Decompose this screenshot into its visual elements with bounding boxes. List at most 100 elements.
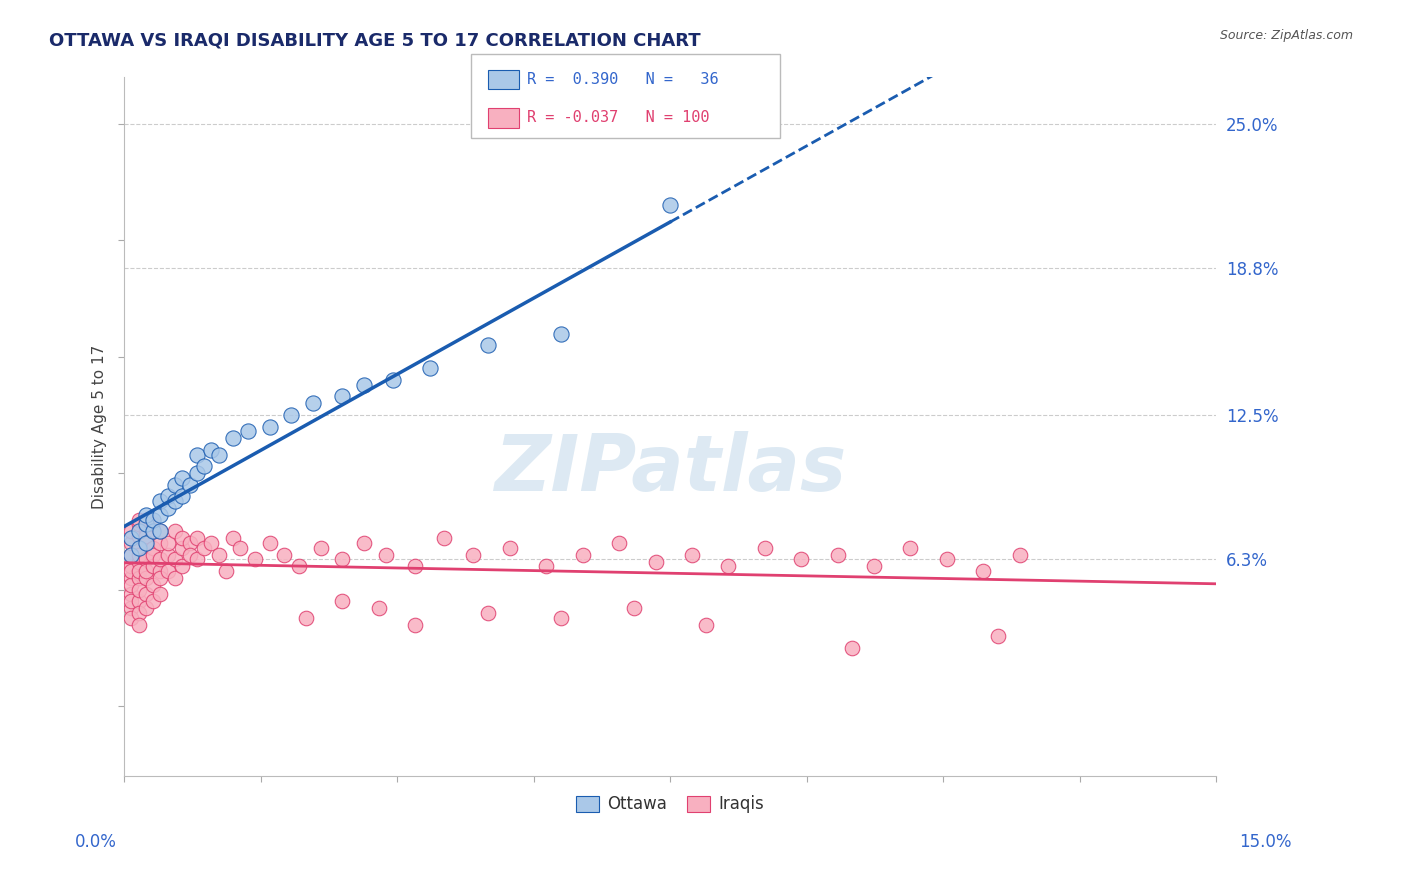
Point: [128, 594, 150, 608]
Point: [149, 524, 172, 539]
Point: [208, 448, 231, 462]
Point: [972, 564, 994, 578]
Y-axis label: Disability Age 5 to 17: Disability Age 5 to 17: [93, 344, 107, 508]
Text: OTTAWA VS IRAQI DISABILITY AGE 5 TO 17 CORRELATION CHART: OTTAWA VS IRAQI DISABILITY AGE 5 TO 17 C…: [49, 31, 700, 49]
Point: [128, 541, 150, 555]
Point: [128, 541, 150, 555]
Point: [659, 198, 682, 212]
Point: [142, 513, 165, 527]
Point: [295, 610, 318, 624]
Point: [236, 425, 259, 439]
Point: [208, 548, 231, 562]
Point: [404, 617, 426, 632]
Point: [163, 524, 186, 539]
Point: [128, 555, 150, 569]
Point: [193, 541, 215, 555]
Point: [302, 396, 325, 410]
Point: [898, 541, 921, 555]
Point: [142, 524, 165, 539]
Point: [149, 571, 172, 585]
Point: [243, 552, 266, 566]
Text: R =  0.390   N =   36: R = 0.390 N = 36: [527, 72, 718, 87]
Point: [135, 524, 157, 539]
Point: [186, 448, 208, 462]
Point: [1008, 548, 1031, 562]
Point: [754, 541, 776, 555]
Point: [135, 601, 157, 615]
Point: [273, 548, 295, 562]
Point: [623, 601, 645, 615]
Point: [135, 571, 157, 585]
Point: [309, 541, 332, 555]
Point: [120, 587, 142, 601]
Point: [193, 459, 215, 474]
Point: [222, 532, 245, 546]
Point: [149, 508, 172, 522]
Point: [120, 594, 142, 608]
Point: [477, 338, 499, 352]
Point: [571, 548, 593, 562]
Point: [128, 606, 150, 620]
Point: [135, 536, 157, 550]
Point: [156, 501, 179, 516]
Point: [120, 601, 142, 615]
Point: [149, 552, 172, 566]
Point: [120, 536, 142, 550]
Point: [382, 373, 405, 387]
Point: [607, 536, 630, 550]
Point: [120, 559, 142, 574]
Point: [863, 559, 886, 574]
Point: [367, 601, 389, 615]
Point: [149, 564, 172, 578]
Point: [550, 326, 572, 341]
Point: [259, 419, 281, 434]
Point: [120, 571, 142, 585]
Point: [142, 541, 165, 555]
Point: [120, 532, 142, 546]
Point: [433, 532, 456, 546]
Point: [332, 389, 354, 403]
Point: [186, 532, 208, 546]
Point: [332, 552, 354, 566]
Point: [222, 431, 245, 445]
Point: [149, 494, 172, 508]
Point: [179, 548, 201, 562]
Point: [120, 564, 142, 578]
Point: [142, 517, 165, 532]
Point: [128, 564, 150, 578]
Point: [375, 548, 398, 562]
Point: [200, 442, 222, 457]
Point: [128, 617, 150, 632]
Point: [128, 571, 150, 585]
Point: [128, 548, 150, 562]
Point: [179, 478, 201, 492]
Point: [142, 548, 165, 562]
Point: [128, 513, 150, 527]
Point: [120, 610, 142, 624]
Point: [156, 564, 179, 578]
Point: [135, 564, 157, 578]
Point: [550, 610, 572, 624]
Point: [287, 559, 309, 574]
Point: [135, 552, 157, 566]
Point: [156, 548, 179, 562]
Point: [987, 629, 1010, 643]
Point: [172, 490, 194, 504]
Point: [128, 529, 150, 543]
Point: [135, 517, 157, 532]
Point: [536, 559, 558, 574]
Point: [172, 559, 194, 574]
Text: ZIPatlas: ZIPatlas: [494, 431, 846, 507]
Point: [128, 524, 150, 539]
Point: [163, 494, 186, 508]
Point: [128, 582, 150, 597]
Point: [120, 548, 142, 562]
Point: [120, 548, 142, 562]
Point: [163, 571, 186, 585]
Point: [128, 517, 150, 532]
Point: [186, 466, 208, 480]
Point: [142, 594, 165, 608]
Point: [200, 536, 222, 550]
Text: 0.0%: 0.0%: [75, 833, 117, 851]
Point: [149, 587, 172, 601]
